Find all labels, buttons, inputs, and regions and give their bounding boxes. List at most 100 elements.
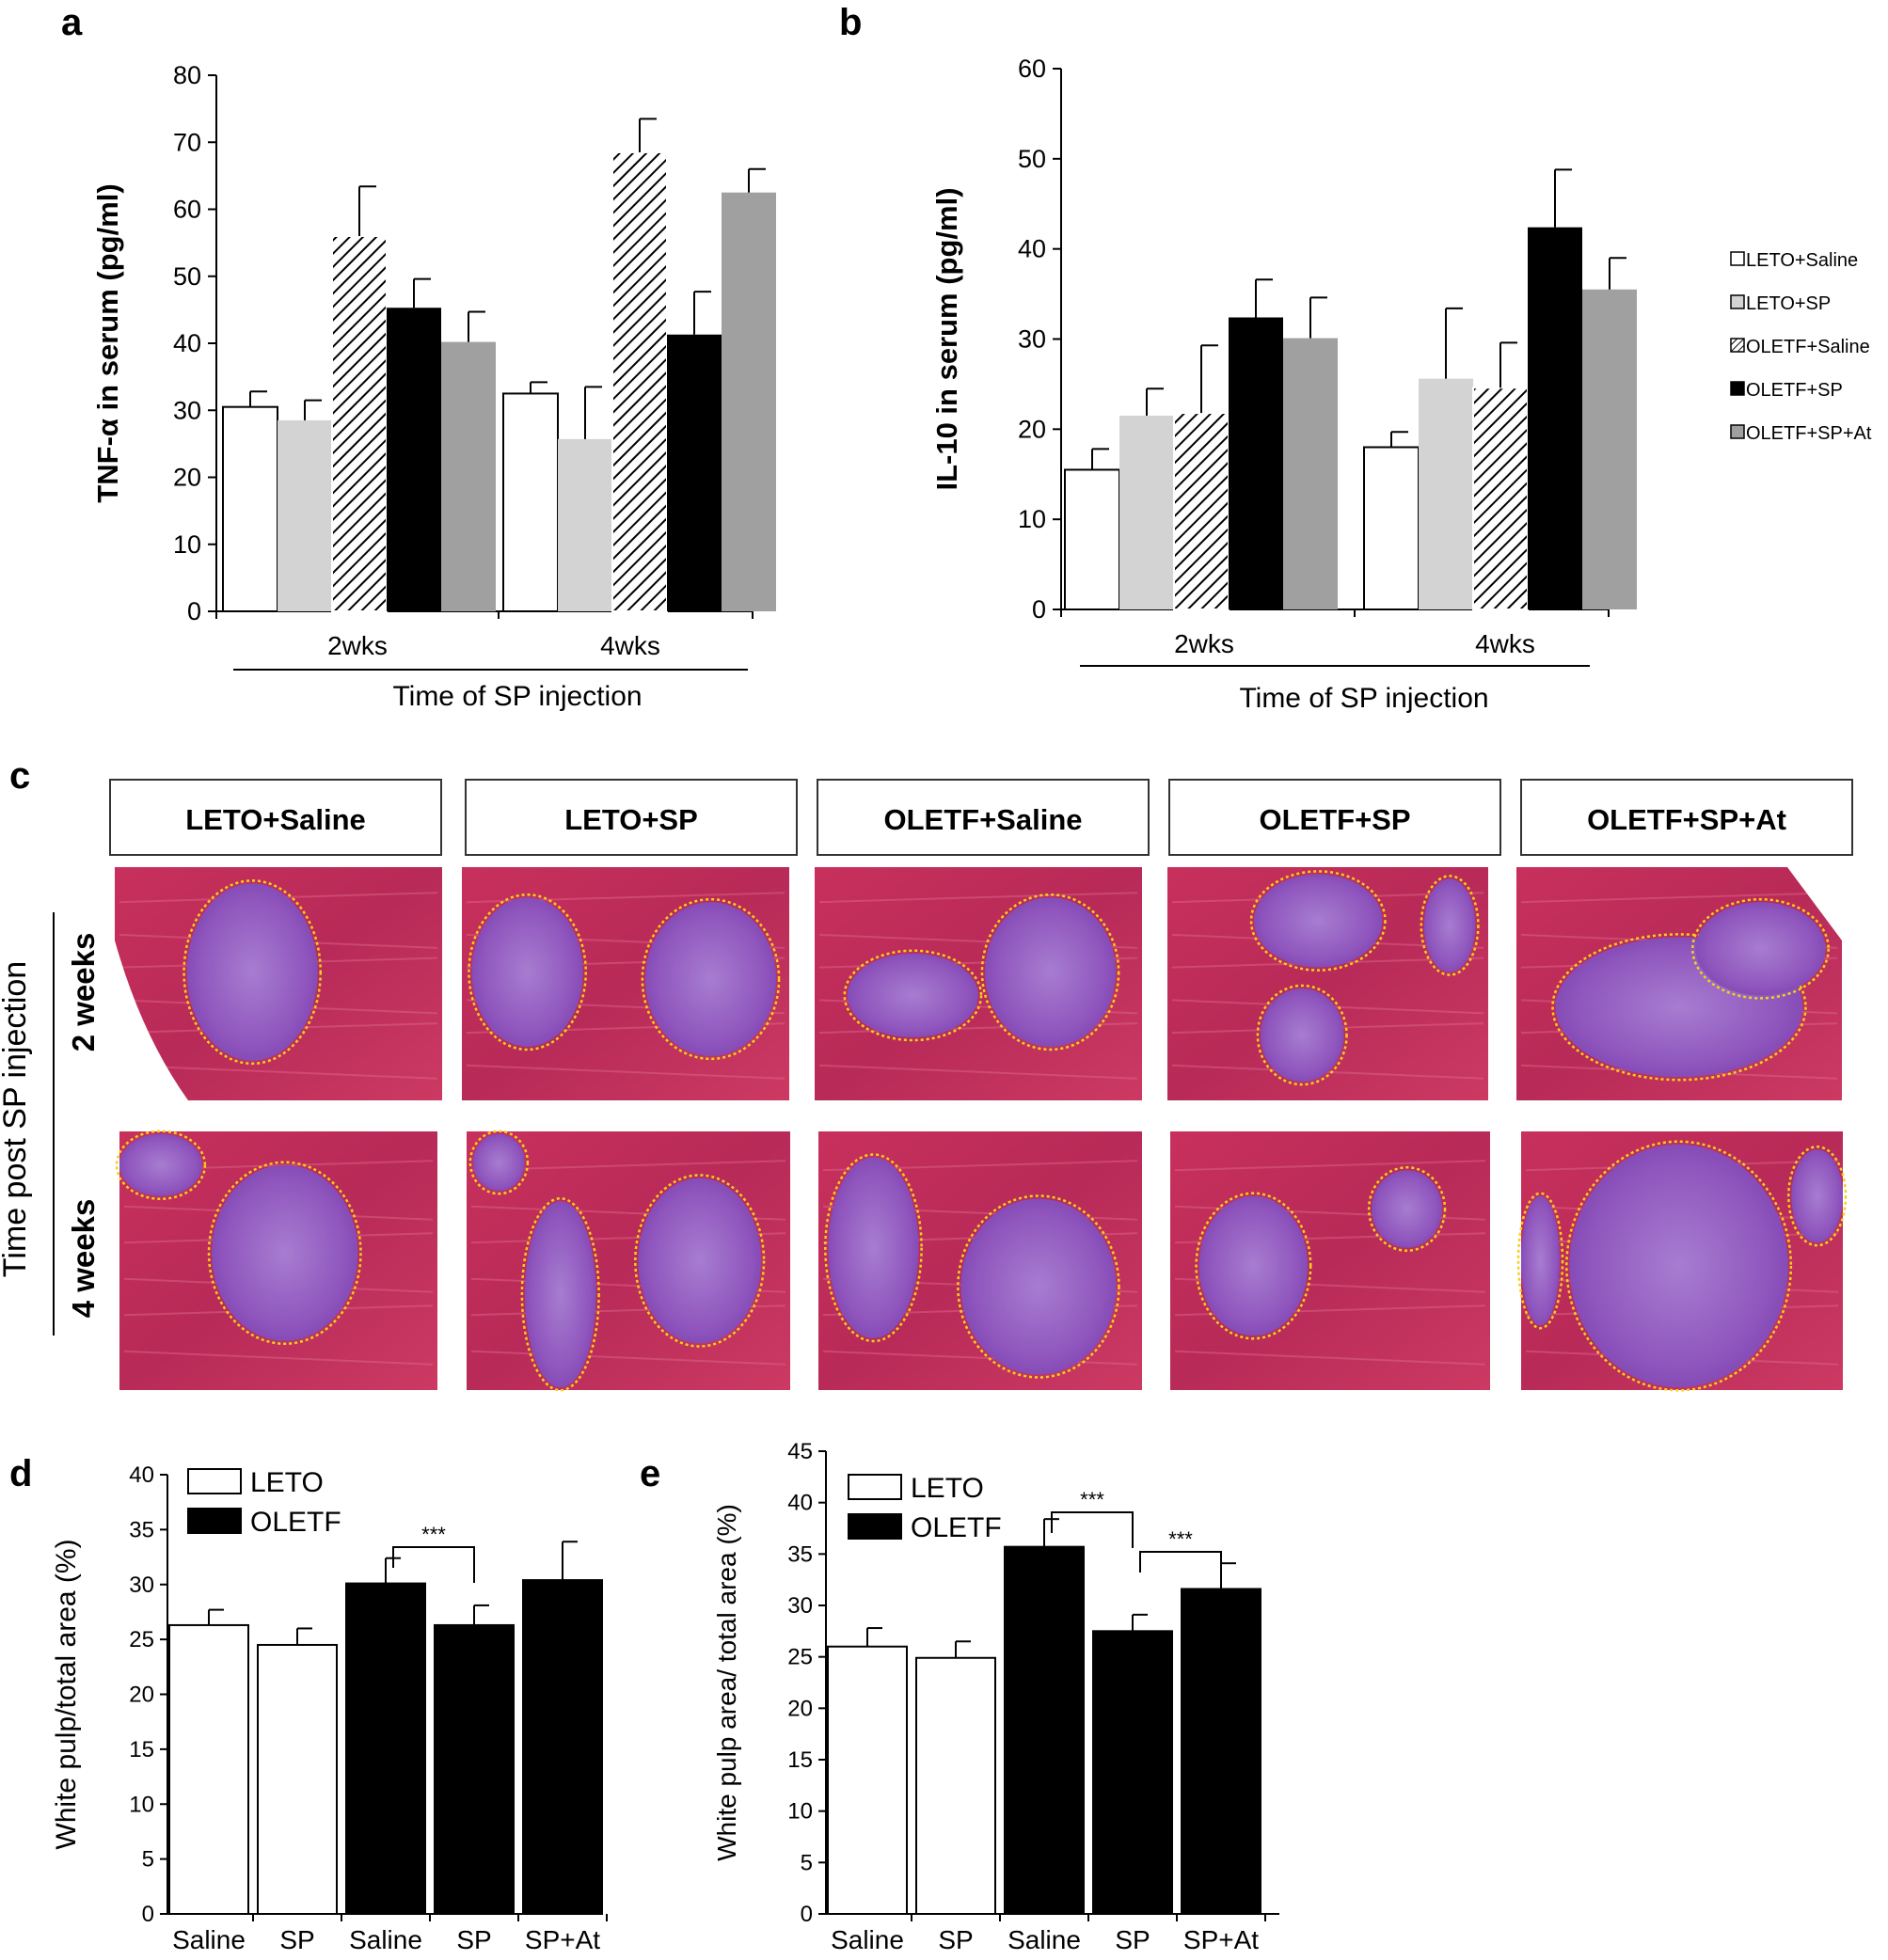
legend-label: LETO+SP xyxy=(1746,293,1831,314)
column-header-label: LETO+SP xyxy=(564,803,698,836)
tissue-texture xyxy=(818,892,1138,904)
y-tick-label: 80 xyxy=(173,61,201,89)
x-category-label: Saline xyxy=(172,1925,246,1954)
legend-swatch-LETO xyxy=(848,1474,902,1500)
bar-OLETF-SP xyxy=(434,1623,515,1915)
column-header-label: OLETF+Saline xyxy=(883,803,1082,836)
tissue-texture xyxy=(1171,1064,1484,1080)
white-pulp-region xyxy=(638,1178,762,1344)
significance-bracket xyxy=(392,1546,475,1583)
legend-swatch-LETO xyxy=(187,1468,242,1494)
white-pulp-outline xyxy=(1249,870,1387,972)
column-header-label: OLETF+SP xyxy=(1259,803,1410,836)
bar-OLETF+SP-2wks xyxy=(387,308,441,611)
column-header-label: OLETF+SP+At xyxy=(1587,803,1786,836)
bar-LETO+SP-4wks xyxy=(558,438,612,611)
y-tick-label: 10 xyxy=(787,1799,813,1825)
bar-OLETF-SP+At xyxy=(522,1579,603,1915)
tissue-edge xyxy=(1787,867,1842,940)
y-tick-label: 20 xyxy=(1018,415,1046,443)
y-tick-label: 70 xyxy=(173,128,201,156)
white-pulp-region xyxy=(1260,988,1344,1083)
bar-LETO+SP-2wks xyxy=(278,419,332,611)
y-tick-label: 0 xyxy=(1032,595,1046,624)
tissue-edge xyxy=(115,940,188,1100)
chart-d-white-pulp: 0 5 10 15 20 25 30 35 40 Saline SP Saline SP SP+At ***… xyxy=(51,1462,608,1954)
y-tick-label: 5 xyxy=(142,1847,154,1873)
x-category-label: Saline xyxy=(349,1925,422,1954)
significance-bracket xyxy=(1051,1511,1134,1548)
white-pulp-region xyxy=(1521,1195,1561,1326)
white-pulp-outline xyxy=(1420,875,1480,976)
y-tick-label: 5 xyxy=(801,1850,813,1875)
y-tick-label: 10 xyxy=(1018,505,1046,533)
white-pulp-outline xyxy=(207,1161,362,1345)
white-pulp-outline xyxy=(980,893,1120,1051)
row-label-4weeks: 4 weeks xyxy=(66,1199,101,1319)
bar-OLETF+Saline-2wks xyxy=(1173,412,1230,611)
legend-label: LETO xyxy=(911,1473,984,1504)
histology-tile xyxy=(815,867,1142,1100)
x-axis-title: Time of SP injection xyxy=(392,681,642,712)
bar-OLETF+SP+At-4wks xyxy=(722,192,776,611)
panel-letter-c: c xyxy=(9,755,30,797)
legend-swatch-OLETF xyxy=(187,1508,242,1534)
side-label: Time post SP injection xyxy=(0,961,33,1277)
white-pulp-outline xyxy=(1565,1140,1793,1392)
chart-e-white-pulp-area: 0 5 10 15 20 25 30 35 40 45 Saline SP Saline SP SP+At *… xyxy=(712,1439,1279,1954)
x-category-label: 2wks xyxy=(1174,629,1234,658)
y-tick-label: 40 xyxy=(787,1491,813,1516)
y-tick-label: 40 xyxy=(173,329,201,357)
x-category-label: Saline xyxy=(1007,1925,1081,1954)
white-pulp-region xyxy=(1569,1144,1788,1388)
white-pulp-outline xyxy=(843,949,983,1042)
column-header-box xyxy=(1168,779,1501,856)
x-axis-title: Time of SP injection xyxy=(1239,683,1488,714)
y-tick-label: 0 xyxy=(142,1902,154,1927)
white-pulp-outline xyxy=(634,1174,766,1348)
bar-LETO+Saline-2wks xyxy=(1064,468,1120,611)
histology-tile xyxy=(818,1131,1142,1390)
legend-swatch-OLETF xyxy=(848,1513,902,1540)
histology-tile xyxy=(1167,867,1488,1100)
white-pulp-region xyxy=(472,1133,525,1192)
bar-OLETF+Saline-4wks xyxy=(1472,387,1529,610)
x-category-label: SP xyxy=(456,1925,491,1954)
y-tick-label: 35 xyxy=(787,1541,813,1567)
bar-OLETF+Saline-2wks xyxy=(331,235,388,612)
white-pulp-outline xyxy=(641,897,781,1061)
y-tick-label: 30 xyxy=(1018,325,1046,354)
bar-OLETF-SP+At xyxy=(1181,1588,1261,1916)
tissue-texture xyxy=(1520,892,1838,904)
white-pulp-region xyxy=(471,897,583,1047)
bar-LETO+Saline-4wks xyxy=(1363,446,1420,610)
x-category-label: 2wks xyxy=(327,631,388,660)
white-pulp-outline xyxy=(1195,1192,1312,1340)
bar-OLETF-Saline xyxy=(1004,1545,1085,1916)
histology-tile xyxy=(1516,867,1842,1100)
significance-label: *** xyxy=(1168,1527,1193,1551)
legend-swatch-OLETF+SP xyxy=(1730,381,1745,396)
column-header-box xyxy=(817,779,1150,856)
y-tick-label: 20 xyxy=(129,1683,154,1708)
white-pulp-region xyxy=(1791,1149,1843,1243)
y-tick-label: 50 xyxy=(173,262,201,291)
white-pulp-region xyxy=(1695,902,1826,996)
white-pulp-outline xyxy=(957,1194,1120,1379)
y-tick-label: 60 xyxy=(173,196,201,224)
legend-label: OLETF+Saline xyxy=(1746,337,1870,357)
white-pulp-region xyxy=(119,1133,202,1196)
column-header-box xyxy=(465,779,798,856)
x-category-label: 4wks xyxy=(1475,629,1535,658)
white-pulp-outline xyxy=(1516,1192,1564,1330)
y-tick-label: 35 xyxy=(129,1517,154,1542)
white-pulp-region xyxy=(960,1198,1117,1375)
white-pulp-region xyxy=(828,1157,919,1338)
y-tick-label: 30 xyxy=(787,1593,813,1619)
tissue-texture xyxy=(466,1064,785,1080)
tissue-texture xyxy=(818,1064,1138,1080)
x-category-label: Saline xyxy=(831,1925,904,1954)
bar-OLETF+SP+At-2wks xyxy=(441,341,496,611)
histology-tile xyxy=(115,867,442,1100)
white-pulp-region xyxy=(524,1201,596,1388)
